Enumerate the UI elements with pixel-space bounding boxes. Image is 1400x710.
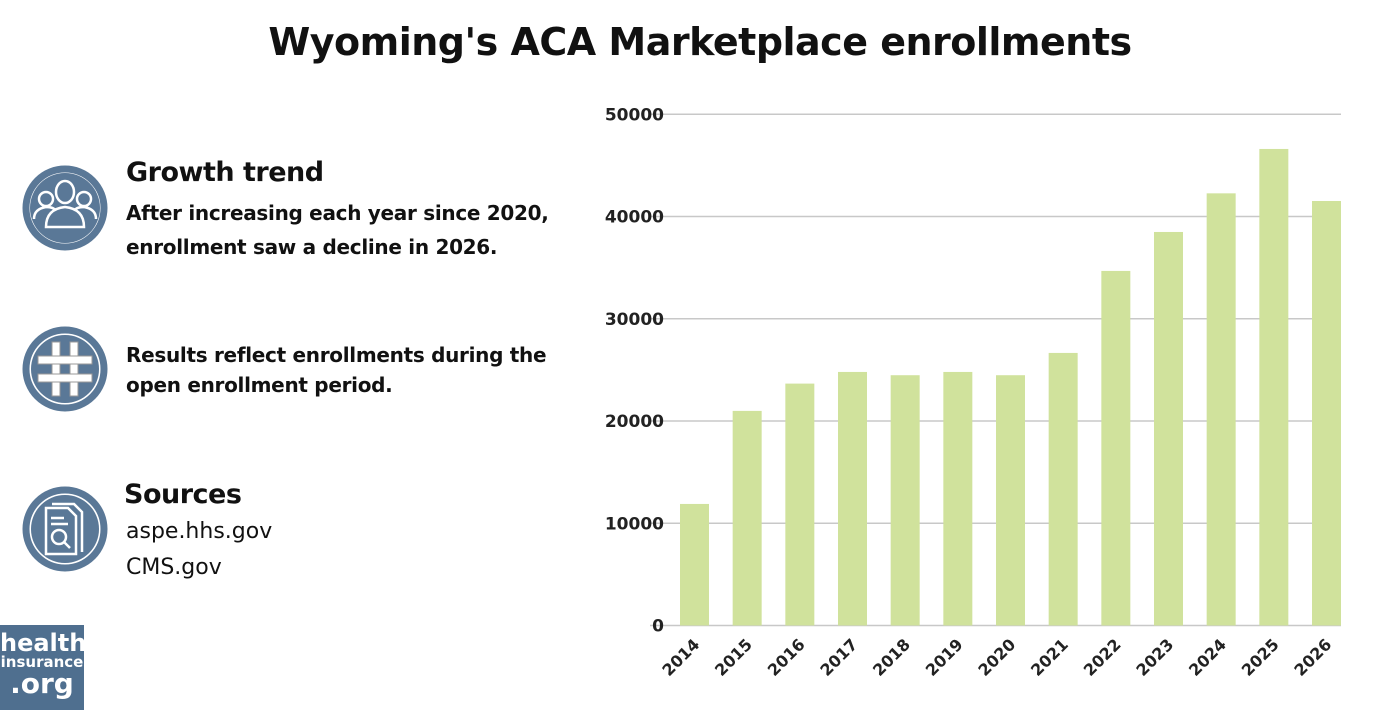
people-group-icon [22,165,108,251]
bar-2025 [1259,148,1289,626]
bar-2026 [1312,200,1341,626]
bar-2017 [838,371,867,626]
source-link[interactable]: CMS.gov [126,555,222,580]
x-tick-label: 2018 [869,635,914,680]
bar-2018 [890,375,920,626]
x-tick-label: 2020 [974,635,1019,680]
sources-heading: Sources [124,479,242,510]
y-tick-label: 10000 [605,514,664,534]
bar-2015 [732,410,762,626]
logo-text: insurance [0,653,84,671]
healthinsurance-logo: health insurance .org [0,625,87,710]
bar-2023 [1154,231,1183,626]
bar-2024 [1206,193,1236,626]
x-tick-label: 2015 [711,635,756,680]
bar-2019 [943,371,973,626]
x-tick-label: 2026 [1290,635,1335,680]
growth-trend-line-2: enrollment saw a decline in 2026. [126,235,498,259]
period-note-line-2: open enrollment period. [126,373,393,397]
x-tick-label: 2016 [764,635,809,680]
document-search-icon [22,486,108,572]
hashtag-icon [22,326,108,412]
y-tick-label: 20000 [605,412,664,432]
y-tick-label: 40000 [605,208,664,228]
source-link[interactable]: aspe.hhs.gov [126,519,273,544]
logo-text: health [0,629,87,657]
x-tick-label: 2021 [1027,635,1072,680]
y-tick-label: 50000 [605,105,664,125]
bar-2022 [1101,270,1131,626]
x-tick-label: 2023 [1132,635,1177,680]
y-tick-label: 30000 [605,310,664,330]
bar-2014 [680,503,709,626]
page-title: Wyoming's ACA Marketplace enrollments [268,20,1132,64]
bar-2021 [1048,352,1078,626]
growth-trend-heading: Growth trend [126,157,324,188]
y-tick-label: 0 [652,617,664,637]
logo-text: .org [10,667,74,700]
x-tick-label: 2024 [1185,635,1230,680]
period-note-line-1: Results reflect enrollments during the [126,343,547,367]
x-tick-label: 2025 [1238,635,1283,680]
x-tick-label: 2017 [816,635,861,680]
x-tick-label: 2014 [658,635,703,680]
growth-trend-line-1: After increasing each year since 2020, [126,201,549,225]
bar-2016 [785,383,815,626]
bar-2020 [996,375,1025,626]
x-tick-label: 2019 [922,635,967,680]
x-tick-label: 2022 [1080,635,1125,680]
